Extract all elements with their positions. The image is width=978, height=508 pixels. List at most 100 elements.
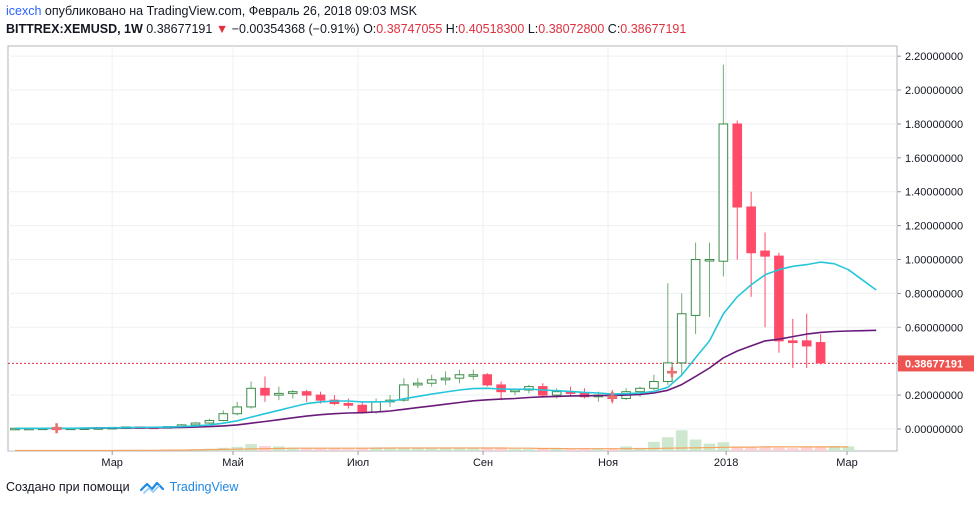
candle-body xyxy=(774,255,784,342)
candle-body xyxy=(287,391,298,394)
cross-marker-icon xyxy=(607,391,618,402)
candle[interactable] xyxy=(815,334,826,365)
candle[interactable] xyxy=(468,369,479,380)
volume-bar xyxy=(648,441,660,451)
header-quote-line: BITTREX:XEMUSD, 1W 0.38677191 ▼ −0.00354… xyxy=(6,22,686,36)
open-value: 0.38747055 xyxy=(376,22,443,36)
candle-body xyxy=(704,259,715,262)
volume-bar xyxy=(439,448,452,451)
x-tick-label: Май xyxy=(222,457,244,469)
candle[interactable] xyxy=(260,376,270,402)
candle[interactable] xyxy=(649,374,659,390)
candle[interactable] xyxy=(440,371,451,385)
high-value: 0.40518300 xyxy=(458,22,525,36)
y-tick-label: 0.80000000 xyxy=(905,288,963,300)
candle-body xyxy=(371,401,381,413)
candle[interactable] xyxy=(676,293,687,375)
volume-bar xyxy=(717,442,730,451)
candle-body xyxy=(468,374,479,377)
volume-bar xyxy=(384,448,396,451)
y-tick-label: 1.60000000 xyxy=(905,153,963,165)
volume-bar xyxy=(356,447,369,451)
tradingview-brand-link[interactable]: TradingView xyxy=(169,480,239,494)
candle[interactable] xyxy=(412,378,423,389)
close-label: C: xyxy=(607,22,621,36)
candle[interactable] xyxy=(287,389,298,399)
volume-bar xyxy=(606,448,619,451)
candle[interactable] xyxy=(690,242,701,335)
candle[interactable] xyxy=(232,401,243,416)
y-tick-label: 1.80000000 xyxy=(905,119,963,131)
volume-bar xyxy=(398,447,410,451)
candle[interactable] xyxy=(788,318,798,368)
footer: Создано при помощи TradingView xyxy=(6,480,238,494)
candle-body xyxy=(801,340,812,347)
chart-area[interactable]: 2.20000000 2.00000000 1.80000000 1.60000000… xyxy=(0,40,978,474)
x-tick-label: Сен xyxy=(473,457,493,469)
volume-bar xyxy=(314,448,327,451)
volume-bar xyxy=(286,447,299,451)
low-label: L: xyxy=(527,22,539,36)
candle[interactable] xyxy=(190,422,201,426)
candle-body xyxy=(746,206,756,254)
symbol-label[interactable]: BITTREX:XEMUSD, 1W xyxy=(6,22,143,36)
volume-bar xyxy=(745,446,757,451)
candle[interactable] xyxy=(204,418,215,424)
candle[interactable] xyxy=(482,373,493,387)
candle[interactable] xyxy=(746,191,756,297)
candle-body xyxy=(232,406,243,415)
candlestick-chart[interactable]: 2.20000000 2.00000000 1.80000000 1.60000000… xyxy=(0,40,978,474)
candle[interactable] xyxy=(246,381,256,409)
created-with-text: Создано при помощи xyxy=(6,480,130,494)
candle-body xyxy=(204,419,215,424)
volume-bar xyxy=(481,447,494,451)
x-tick-label: Мар xyxy=(101,457,123,469)
volume-bar xyxy=(828,445,841,451)
candle[interactable] xyxy=(454,369,465,384)
candle[interactable] xyxy=(774,252,784,353)
header-published-line: icexch опубликовано на TradingView.com, … xyxy=(6,4,417,18)
candle[interactable] xyxy=(704,242,715,318)
candle-body xyxy=(788,340,798,344)
author-link[interactable]: icexch xyxy=(6,4,42,18)
volume-bar xyxy=(759,446,771,451)
volume-bar xyxy=(661,437,674,451)
candle-body xyxy=(315,394,326,401)
candle-body xyxy=(482,374,493,386)
candle[interactable] xyxy=(732,120,743,260)
candle[interactable] xyxy=(301,389,312,402)
current-price-tag xyxy=(898,355,974,372)
candle-body xyxy=(246,387,256,408)
candle-body xyxy=(676,313,687,364)
volume-bar xyxy=(523,449,535,451)
candle[interactable] xyxy=(718,64,729,277)
candle[interactable] xyxy=(426,374,437,387)
volume-bar xyxy=(370,447,382,451)
y-tick-label: 0.60000000 xyxy=(905,322,963,334)
volume-bar xyxy=(634,447,646,451)
volume-bar xyxy=(509,449,521,451)
x-tick-label: Июл xyxy=(347,457,369,469)
candle[interactable] xyxy=(760,232,770,328)
volume-bar xyxy=(467,448,480,451)
tradingview-logo-icon[interactable] xyxy=(139,480,164,494)
open-label: O: xyxy=(363,22,377,36)
candle[interactable] xyxy=(343,398,354,409)
y-tick-label: 2.20000000 xyxy=(905,51,963,63)
candle[interactable] xyxy=(801,313,812,368)
price-change: −0.00354368 (−0.91%) xyxy=(231,22,360,36)
candle[interactable] xyxy=(399,378,409,402)
candle[interactable] xyxy=(274,386,284,401)
volume-bar xyxy=(786,448,799,451)
current-price-label: 0.38677191 xyxy=(905,358,963,370)
y-tick-label: 1.20000000 xyxy=(905,221,963,233)
candle-body xyxy=(760,250,770,257)
candle-body xyxy=(426,379,437,384)
volume-bar xyxy=(731,446,744,451)
y-tick-label: 0.20000000 xyxy=(905,390,963,402)
volume-bar xyxy=(592,449,605,451)
down-arrow-icon: ▼ xyxy=(215,22,229,36)
volume-bar xyxy=(814,446,827,451)
volume-bar xyxy=(689,439,702,451)
candle[interactable] xyxy=(218,410,229,422)
